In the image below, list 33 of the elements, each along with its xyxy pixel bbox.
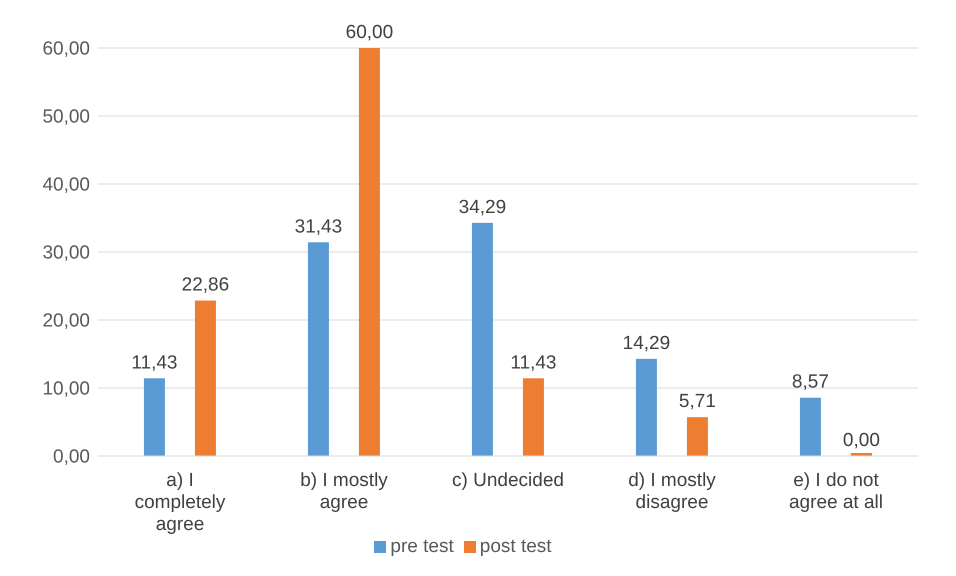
bar xyxy=(472,222,493,456)
data-label: 5,71 xyxy=(678,391,716,412)
data-label: 0,00 xyxy=(842,430,880,451)
x-tick-label: c) Undecided xyxy=(452,470,564,491)
y-tick-label: 30,00 xyxy=(42,242,90,264)
x-tick-label: e) I do not agree at all xyxy=(788,470,884,513)
y-tick-label: 40,00 xyxy=(42,174,90,196)
y-tick-label: 60,00 xyxy=(42,38,90,60)
y-tick-label: 10,00 xyxy=(42,378,90,400)
bar xyxy=(308,242,329,456)
data-label: 14,29 xyxy=(622,332,670,354)
data-label: 34,29 xyxy=(458,196,506,218)
data-label: 31,43 xyxy=(294,216,342,238)
y-tick-label: 0,00 xyxy=(53,446,90,468)
data-label: 22,86 xyxy=(182,274,230,296)
bar xyxy=(686,417,708,456)
data-label: 60,00 xyxy=(346,22,394,43)
bar xyxy=(636,358,657,456)
x-tick-label: b) I mostly agree xyxy=(300,470,388,513)
bar xyxy=(800,398,821,456)
x-tick-label: d) I mostly disagree xyxy=(628,470,716,513)
bar xyxy=(358,48,380,456)
bar xyxy=(194,300,216,456)
data-label: 11,43 xyxy=(131,352,178,374)
y-tick-label: 50,00 xyxy=(42,106,90,128)
x-tick-label: a) I completely agree xyxy=(134,470,226,535)
bar xyxy=(144,378,165,456)
legend-label: post test xyxy=(480,536,552,557)
data-label: 8,57 xyxy=(792,372,829,393)
legend-label: pre test xyxy=(390,536,454,557)
y-tick-label: 20,00 xyxy=(42,310,90,332)
data-label: 11,43 xyxy=(510,352,556,374)
bar xyxy=(522,378,544,456)
